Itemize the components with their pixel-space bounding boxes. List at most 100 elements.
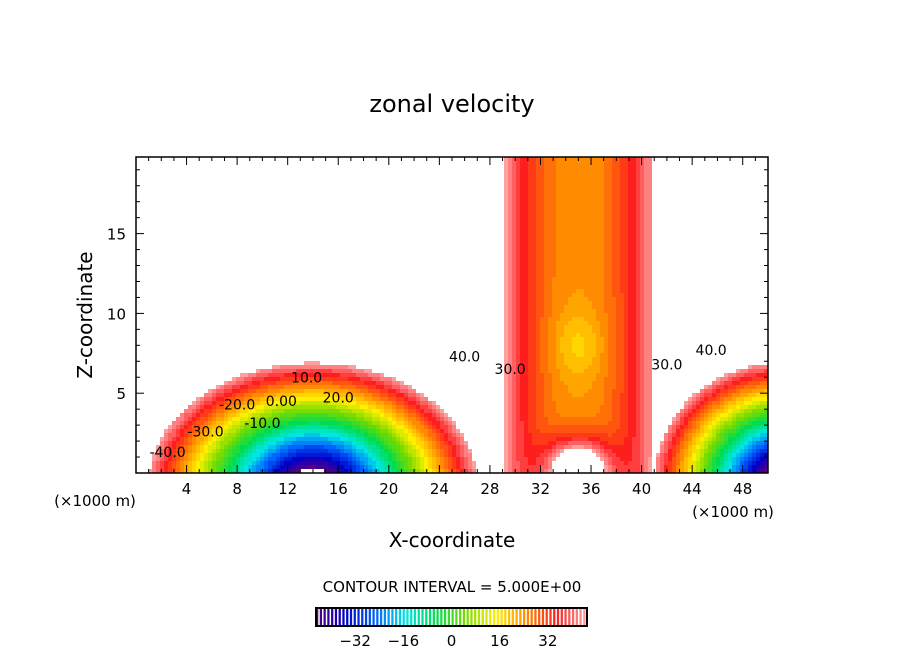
colorbar-tick-label: −16 [387,632,419,650]
contour-label: 40.0 [696,343,727,359]
colorbar-swatch [410,608,413,626]
y-tick-label: 10 [107,305,126,323]
colorbar-swatch [455,608,458,626]
colorbar-swatch [556,608,560,626]
colorbar-swatch [357,608,360,626]
x-tick-label: 16 [329,480,348,498]
colorbar-swatch [391,608,394,626]
colorbar-swatch [334,608,338,626]
colorbar-swatch [564,608,567,626]
contour-label: -30.0 [187,424,223,440]
x-tick-label: 36 [581,480,600,498]
x-axis-label: X-coordinate [389,528,516,552]
colorbar-swatch [413,608,417,626]
colorbar-tick-label: 16 [490,632,509,650]
colorbar-swatch [560,608,563,626]
colorbar-swatch [519,608,522,626]
contour-label: 30.0 [495,362,526,378]
colorbar-ticks: −32 −16 0 16 32 [339,632,557,650]
colorbar-swatch [553,608,556,626]
colorbar-swatch [511,608,514,626]
colorbar-swatch [575,608,578,626]
colorbar-tick-label: 32 [538,632,557,650]
colorbar-swatch [504,608,507,626]
colorbar-swatch [327,608,330,626]
colorbar-swatch [432,608,435,626]
colorbar-swatch [489,608,492,626]
colorbar-swatch [545,608,548,626]
colorbar-tick-label: −32 [339,632,371,650]
colorbar-swatch [338,608,341,626]
colorbar-swatch [523,608,526,626]
contour-labels: -40.0-30.0 -20.0 -10.0 0.00 10.020.0 30.0 40.0… [149,343,726,461]
colorbar-swatch [474,608,477,626]
colorbar-swatch [387,608,390,626]
colorbar-swatch [466,608,469,626]
colorbar-swatch [477,608,481,626]
colorbar-swatch [583,608,586,626]
colorbar-swatch [395,608,398,626]
colorbar-swatch [459,608,462,626]
colorbar-swatch [443,608,447,626]
x-tick-label: 28 [480,480,499,498]
colorbar-swatch [481,608,484,626]
colorbar-swatch [402,608,405,626]
colorbar-swatch [515,608,518,626]
colorbar-swatch [492,608,496,626]
colorbar-swatch [579,608,582,626]
colorbar-swatch [316,608,319,626]
y-tick-label: 5 [116,385,126,403]
colorbar-swatch [436,608,439,626]
colorbar-swatch [379,608,383,626]
colorbar-swatch [568,608,571,626]
colorbar-swatch [331,608,334,626]
y-axis-label: Z-coordinate [73,251,97,378]
colorbar-swatch [538,608,541,626]
colorbar-swatch [417,608,420,626]
colorbar-swatch [470,608,473,626]
contour-label: 30.0 [651,357,682,373]
contour-label: 40.0 [449,349,480,365]
colorbar-swatch [323,608,326,626]
x-tick-label: 44 [683,480,702,498]
contour-label: -20.0 [219,398,255,414]
colorbar-swatch [376,608,379,626]
contour-label: -40.0 [149,445,185,461]
plot-frame [135,156,769,474]
colorbar-swatch [534,608,537,626]
colorbar-swatch [500,608,503,626]
colorbar-swatch [428,608,432,626]
colorbar-swatch [440,608,443,626]
colorbar-swatch [383,608,387,626]
y-axis: 5 10 15 [107,169,768,458]
x-tick-label: 24 [430,480,449,498]
contour-label: 10.0 [291,370,322,386]
colorbar-swatch [541,608,545,626]
x-tick-label: 20 [379,480,398,498]
colorbar-swatch [319,608,323,626]
colorbar-swatch [398,608,402,626]
colorbar-swatch [406,608,409,626]
colorbar-swatch [571,608,575,626]
contour-interval-label: CONTOUR INTERVAL = 5.000E+00 [323,578,582,596]
contour-label: 20.0 [323,390,354,406]
colorbar-swatch [353,608,356,626]
contour-label: 0.00 [266,394,297,410]
colorbar-swatch [372,608,375,626]
colorbar [315,607,588,627]
colorbar-swatch [526,608,530,626]
x-units-right: (×1000 m) [692,503,774,521]
colorbar-swatch [485,608,488,626]
colorbar-swatch [462,608,466,626]
colorbar-swatch [425,608,428,626]
colorbar-swatch [364,608,368,626]
colorbar-swatch [342,608,345,626]
colorbar-tick-label: 0 [447,632,457,650]
colorbar-swatch [530,608,533,626]
colorbar-swatch [421,608,424,626]
x-tick-label: 12 [278,480,297,498]
y-tick-label: 15 [107,226,126,244]
colorbar-swatch [368,608,371,626]
